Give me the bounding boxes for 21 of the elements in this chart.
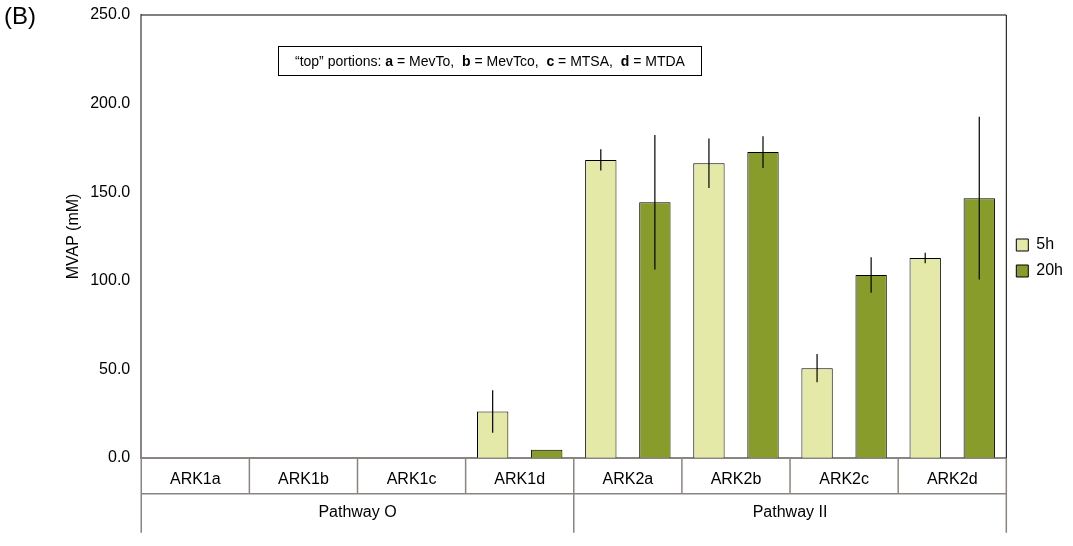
legend-label: 20h: [1036, 261, 1064, 279]
text: “top” portions: a = MevTo, b = MevTco, c = MTSA, d = MTDA: [295, 53, 685, 69]
y-tick-label: 150.0: [90, 182, 131, 200]
x-tick-label: ARK1d: [494, 469, 546, 487]
y-tick-label: 100.0: [90, 271, 131, 289]
y-tick-label: 200.0: [90, 93, 131, 111]
x-tick-label: ARK2d: [926, 469, 978, 487]
legend-label: 5h: [1036, 235, 1055, 253]
chart-title: (B): [4, 2, 36, 30]
x-tick-label: ARK1c: [386, 469, 437, 487]
text: Pathway II: [752, 503, 828, 521]
x-tick-label: ARK1a: [169, 469, 221, 487]
x-tick-label: ARK2c: [819, 469, 869, 487]
y-tick-label: 0.0: [107, 448, 131, 466]
y-axis-title: MVAP (mM): [64, 193, 82, 280]
y-tick-label: 250.0: [90, 5, 131, 23]
text: Pathway O: [318, 503, 397, 521]
x-tick-label: ARK2a: [602, 469, 654, 487]
x-tick-label: ARK2b: [710, 469, 762, 487]
x-tick-label: ARK1b: [278, 469, 329, 487]
y-tick-label: 50.0: [99, 359, 131, 377]
